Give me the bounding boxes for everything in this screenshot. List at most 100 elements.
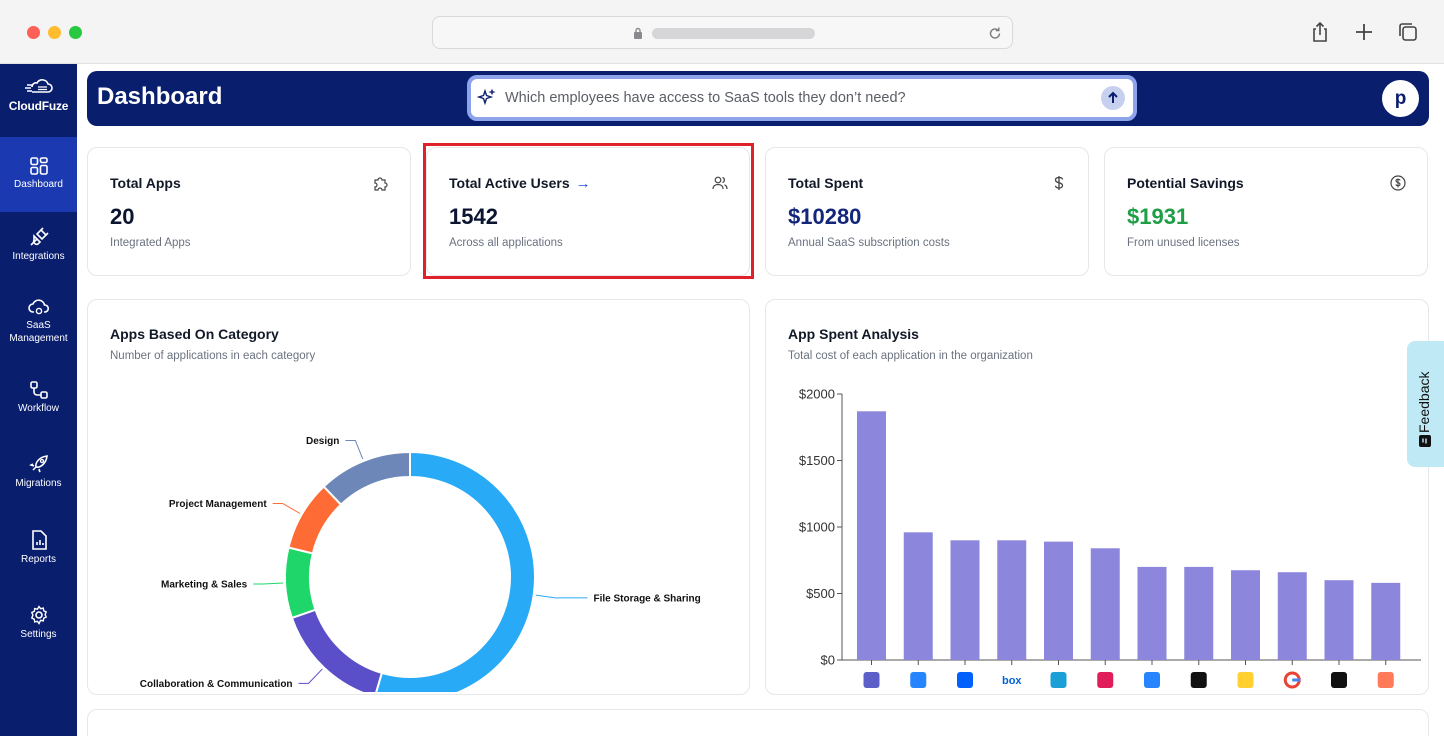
stat-value: $1931	[1127, 204, 1189, 229]
logo[interactable]: CloudFuze	[0, 78, 77, 113]
close-window-button[interactable]	[27, 26, 40, 39]
stat-card-total-active-users[interactable]: Total Active Users → 1542 Across all appl…	[426, 147, 750, 276]
app-logo-shape	[1331, 672, 1347, 688]
cloudfuze-logo-icon	[24, 79, 53, 93]
users-icon	[712, 176, 728, 190]
sidebar-item-dashboard[interactable]: Dashboard	[0, 137, 77, 212]
y-tick-label: $1500	[799, 453, 835, 468]
bar[interactable]	[1184, 566, 1214, 660]
bar[interactable]	[1371, 582, 1401, 660]
chart-title: App Spent Analysis	[788, 326, 919, 342]
stat-title: Total Apps	[110, 175, 181, 191]
app-logo-shape	[1097, 672, 1114, 688]
bottom-card	[87, 709, 1429, 736]
bar[interactable]	[857, 411, 886, 660]
share-icon[interactable]	[1308, 20, 1332, 44]
dropbox-icon	[957, 672, 973, 688]
stat-value: $10280	[788, 204, 862, 229]
google-logo-bar	[1292, 678, 1301, 682]
maximize-window-button[interactable]	[69, 26, 82, 39]
feedback-label: Feedback	[1416, 371, 1432, 433]
bar[interactable]	[903, 532, 933, 660]
donut-leader-line	[535, 594, 588, 599]
box-icon: box	[1002, 675, 1022, 687]
dashboard-icon	[29, 157, 48, 175]
sidebar-item-label: SaaS Management	[9, 320, 68, 344]
bitbucket-icon	[1144, 672, 1160, 688]
app-logo-shape	[863, 672, 880, 688]
donut-slice[interactable]	[322, 450, 411, 507]
monday-icon	[1190, 672, 1207, 688]
donut-slice[interactable]	[284, 546, 317, 620]
sidebar-item-label: Integrations	[12, 251, 65, 262]
category-chart-card: Apps Based On Category Number of applica…	[87, 299, 750, 695]
workflow-icon	[29, 381, 48, 399]
donut-label: Design	[306, 436, 339, 447]
app-logo-shape	[1144, 672, 1160, 688]
sidebar-item-label: Migrations	[15, 478, 62, 489]
spent-chart-card: App Spent Analysis Total cost of each ap…	[765, 299, 1429, 695]
sidebar-item-label: Workflow	[18, 403, 59, 414]
app-logo-shape	[1377, 672, 1394, 688]
sidebar-item-workflow[interactable]: Workflow	[0, 380, 77, 430]
stat-subtitle: Across all applications	[449, 237, 563, 249]
bar[interactable]	[1137, 566, 1167, 660]
plug-icon	[29, 227, 49, 246]
stat-value: 20	[110, 204, 135, 229]
page-title: Dashboard	[97, 83, 223, 110]
main-content: Dashboard p Total Apps 20 Integrated App…	[77, 64, 1444, 736]
bar[interactable]	[1324, 580, 1354, 660]
avatar[interactable]: p	[1382, 80, 1419, 117]
sidebar-item-saas-management[interactable]: SaaS Management	[0, 297, 77, 353]
arrow-right-icon[interactable]: →	[575, 175, 591, 192]
sidebar-item-reports[interactable]: Reports	[0, 529, 77, 579]
report-icon	[31, 530, 47, 550]
stat-title: Total Active Users →	[449, 175, 591, 192]
donut-label: Project Management	[169, 499, 267, 510]
stat-subtitle: From unused licenses	[1127, 237, 1240, 249]
stat-title-text: Total Active Users	[449, 175, 570, 191]
chart-subtitle: Total cost of each application in the or…	[788, 350, 1033, 362]
app-logo-shape	[910, 672, 927, 688]
teams-icon	[863, 672, 880, 688]
bar[interactable]	[1090, 548, 1120, 660]
stat-title: Potential Savings	[1127, 175, 1244, 191]
bar[interactable]	[1044, 541, 1073, 660]
send-button[interactable]	[1101, 86, 1125, 110]
tabs-overview-icon[interactable]	[1396, 20, 1420, 44]
chart-title: Apps Based On Category	[110, 326, 279, 342]
sidebar-item-integrations[interactable]: Integrations	[0, 226, 77, 276]
donut-slice[interactable]	[375, 450, 536, 692]
feedback-tab[interactable]: Feedback	[1407, 341, 1444, 467]
sidebar: CloudFuze Dashboard Integrations SaaS Ma…	[0, 64, 77, 736]
app-logo-shape	[1237, 672, 1254, 688]
address-bar[interactable]	[432, 16, 1013, 49]
y-tick-label: $500	[806, 586, 835, 601]
stat-card-total-spent: Total Spent $10280 Annual SaaS subscript…	[765, 147, 1089, 276]
sparkle-icon	[477, 88, 496, 106]
feedback-icon	[1419, 435, 1431, 447]
bar[interactable]	[950, 540, 980, 660]
stat-card-total-apps: Total Apps 20 Integrated Apps	[87, 147, 411, 276]
donut-label: Collaboration & Communication	[140, 679, 293, 690]
hubspot-icon	[1377, 672, 1394, 688]
bar[interactable]	[1277, 572, 1307, 660]
sidebar-item-label: Dashboard	[14, 179, 63, 190]
minimize-window-button[interactable]	[48, 26, 61, 39]
donut-slice[interactable]	[290, 608, 384, 692]
sidebar-item-migrations[interactable]: Migrations	[0, 453, 77, 503]
search-input[interactable]	[505, 84, 1085, 112]
donut-label: File Storage & Sharing	[594, 593, 701, 604]
bar[interactable]	[997, 540, 1027, 660]
sidebar-item-settings[interactable]: Settings	[0, 604, 77, 654]
box-logo-text: box	[1002, 675, 1022, 687]
new-tab-icon[interactable]	[1352, 20, 1376, 44]
search-box[interactable]	[467, 75, 1137, 121]
donut-leader-line	[253, 582, 284, 585]
bar-chart: $0 $500 $1000 $1500 $2000 box	[799, 387, 1421, 689]
stat-subtitle: Annual SaaS subscription costs	[788, 237, 950, 249]
bar[interactable]	[1231, 570, 1260, 660]
reload-icon[interactable]	[986, 24, 1004, 42]
sidebar-item-label: Reports	[20, 554, 56, 565]
lock-icon	[634, 27, 642, 39]
